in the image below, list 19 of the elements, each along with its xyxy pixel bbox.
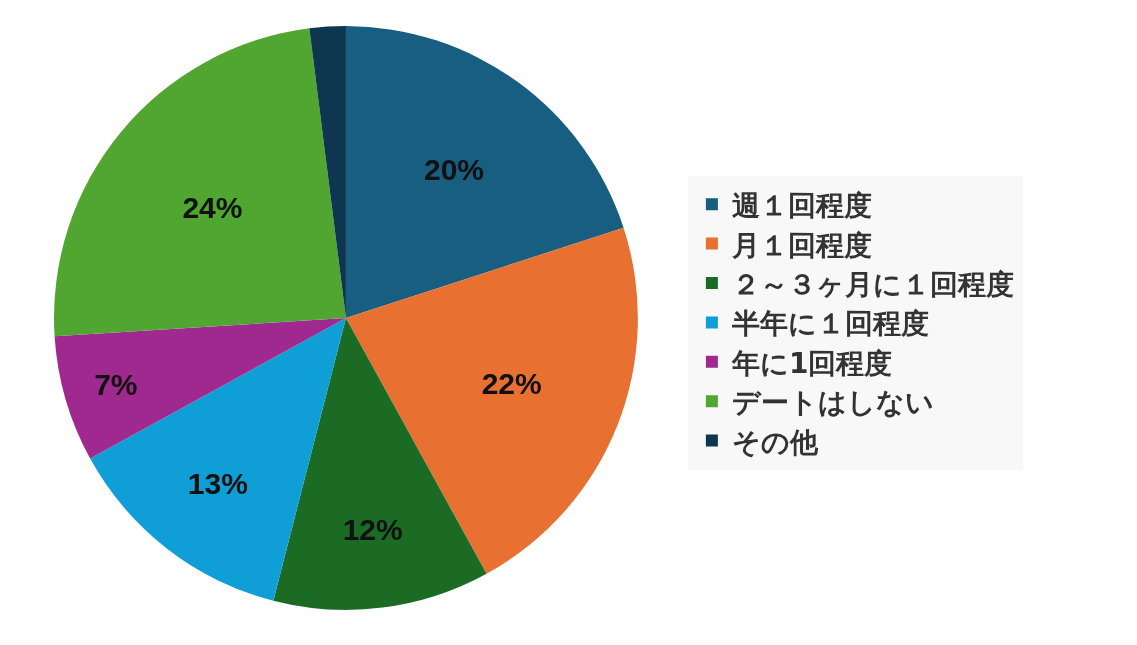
data-label: 7% — [94, 368, 138, 402]
legend-label: 週１回程度 — [731, 189, 872, 223]
pie-slice — [54, 317, 346, 459]
data-label: 20% — [423, 152, 485, 186]
legend-label: 半年に１回程度 — [730, 307, 929, 341]
legend-label: 月１回程度 — [730, 228, 872, 262]
data-label: 24% — [182, 191, 243, 225]
legend-label: 年に1回程度 — [730, 346, 893, 380]
data-label: 13% — [187, 466, 248, 500]
legend-label: その他 — [731, 425, 819, 459]
pie-slice — [90, 317, 346, 601]
data-label: 12% — [342, 513, 403, 547]
data-label: 22% — [481, 367, 542, 401]
pie-slice — [309, 26, 346, 318]
legend-label: ２～３ヶ月に１回程度 — [731, 267, 1014, 301]
pie-slice — [345, 26, 624, 318]
pie-slice — [54, 28, 346, 337]
pie-slice — [345, 227, 638, 574]
legend-label: デートはしない — [731, 386, 934, 420]
